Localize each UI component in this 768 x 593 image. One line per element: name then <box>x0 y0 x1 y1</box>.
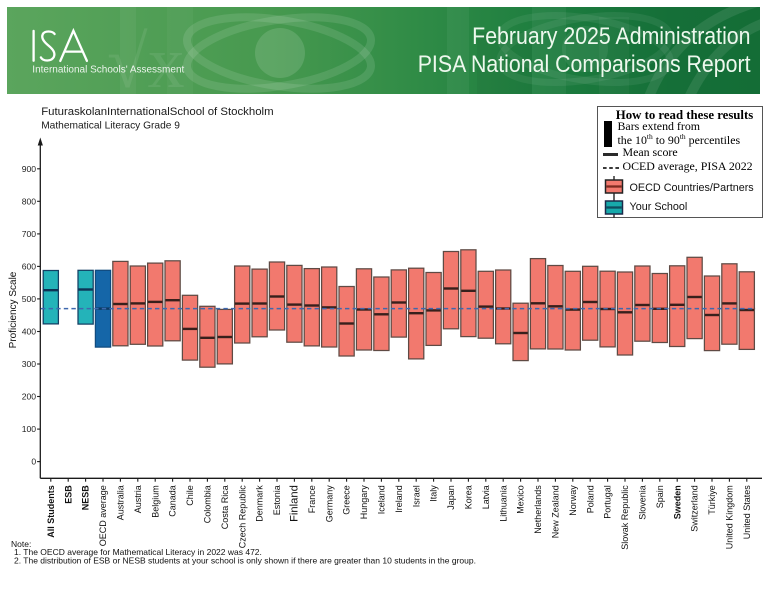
svg-text:Portugal: Portugal <box>603 485 613 519</box>
svg-text:Iceland: Iceland <box>377 485 387 514</box>
svg-text:NESB: NESB <box>81 485 91 511</box>
svg-text:Greece: Greece <box>342 485 352 515</box>
svg-text:√x: √x <box>107 22 185 94</box>
svg-text:Mexico: Mexico <box>516 485 526 514</box>
svg-text:700: 700 <box>22 229 37 239</box>
svg-text:Switzerland: Switzerland <box>690 485 700 532</box>
svg-text:International Schools' Assessm: International Schools' Assessment <box>32 65 184 76</box>
svg-text:Korea: Korea <box>464 485 474 509</box>
svg-text:Slovak Republic: Slovak Republic <box>620 485 630 550</box>
svg-text:Hungary: Hungary <box>359 485 369 520</box>
svg-text:February 2025 Administration: February 2025 Administration <box>472 21 750 49</box>
svg-text:Belgium: Belgium <box>150 485 160 518</box>
svg-text:Italy: Italy <box>429 485 439 502</box>
svg-text:Türkiye: Türkiye <box>707 485 717 515</box>
svg-text:Netherlands: Netherlands <box>533 485 543 534</box>
svg-text:Estonia: Estonia <box>272 485 282 515</box>
svg-text:800: 800 <box>22 196 37 206</box>
svg-text:600: 600 <box>22 261 37 271</box>
svg-text:Israel: Israel <box>411 485 421 507</box>
svg-text:Finland: Finland <box>289 485 301 522</box>
svg-text:OECD average: OECD average <box>98 485 108 546</box>
svg-text:ESB: ESB <box>63 485 73 504</box>
svg-text:FuturaskolanInternationalSchoo: FuturaskolanInternationalSchool of Stock… <box>41 106 273 118</box>
svg-text:Spain: Spain <box>655 485 665 508</box>
svg-text:500: 500 <box>22 294 37 304</box>
svg-text:Chile: Chile <box>185 485 195 506</box>
svg-text:Germany: Germany <box>324 485 334 523</box>
svg-text:United Kingdom: United Kingdom <box>725 485 735 549</box>
svg-text:Slovenia: Slovenia <box>638 485 648 520</box>
svg-text:400: 400 <box>22 327 37 337</box>
svg-text:Colombia: Colombia <box>203 485 213 523</box>
svg-text:France: France <box>307 485 317 513</box>
svg-text:Ireland: Ireland <box>394 485 404 513</box>
svg-text:Poland: Poland <box>585 485 595 513</box>
svg-text:Canada: Canada <box>168 485 178 517</box>
svg-text:Note:: Note: <box>11 539 31 549</box>
svg-text:300: 300 <box>22 359 37 369</box>
svg-text:PISA National Comparisons Repo: PISA National Comparisons Report <box>418 50 751 78</box>
svg-text:Latvia: Latvia <box>481 485 491 509</box>
svg-text:Australia: Australia <box>116 485 126 520</box>
svg-text:Lithuania: Lithuania <box>498 485 508 522</box>
svg-text:Austria: Austria <box>133 485 143 513</box>
svg-text:900: 900 <box>22 164 37 174</box>
svg-text:100: 100 <box>22 424 37 434</box>
svg-text:200: 200 <box>22 392 37 402</box>
svg-text:1. The OECD average for Mathem: 1. The OECD average for Mathematical Lit… <box>14 547 262 557</box>
svg-text:United States: United States <box>742 485 752 540</box>
svg-text:Japan: Japan <box>446 485 456 510</box>
svg-text:Mathematical Literacy Grade 9: Mathematical Literacy Grade 9 <box>41 120 180 131</box>
svg-text:Sweden: Sweden <box>672 485 682 519</box>
svg-text:New Zealand: New Zealand <box>551 485 561 538</box>
svg-text:Costa Rica: Costa Rica <box>220 485 230 529</box>
svg-text:0: 0 <box>31 457 36 467</box>
svg-text:Denmark: Denmark <box>255 485 265 522</box>
svg-text:All Students: All Students <box>46 485 56 538</box>
svg-text:Proficiency Scale: Proficiency Scale <box>8 271 19 348</box>
svg-text:Czech Republic: Czech Republic <box>237 485 247 549</box>
svg-text:2. The distribution of ESB or: 2. The distribution of ESB or NESB stude… <box>14 555 476 565</box>
svg-text:Norway: Norway <box>568 485 578 516</box>
